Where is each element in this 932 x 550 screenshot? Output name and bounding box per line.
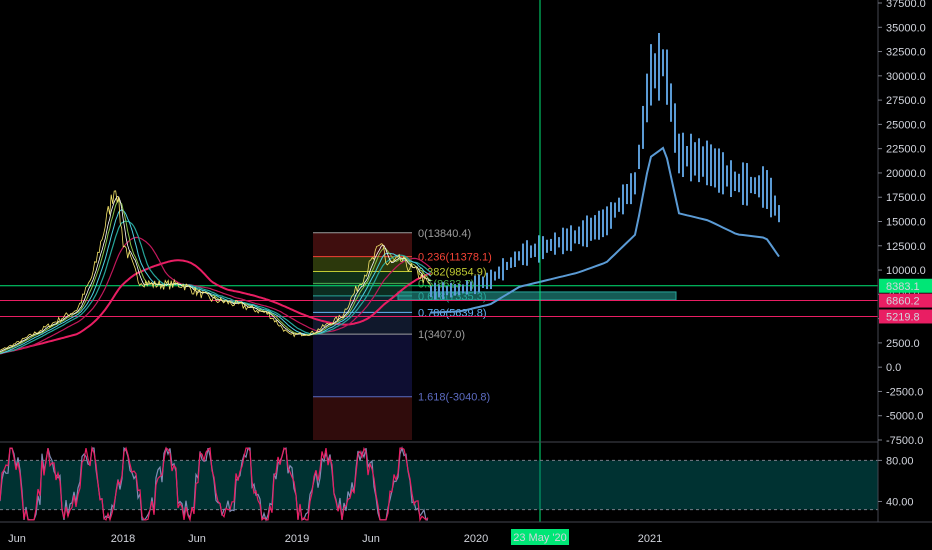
y-tick-label: 10000.0 xyxy=(886,265,926,277)
fib-level-label: 0.236(11378.1) xyxy=(418,252,492,264)
y-tick-label: 12500.0 xyxy=(886,241,926,253)
crosshair-date-label: 23 May '20 xyxy=(513,532,566,544)
oscillator-tick-label: 80.00 xyxy=(886,455,914,467)
fib-level-label: 0(13840.4) xyxy=(418,228,471,240)
y-tick-label: 32500.0 xyxy=(886,47,926,59)
price-label: 6860.2 xyxy=(886,296,920,308)
y-tick-label: 17500.0 xyxy=(886,192,926,204)
moving-average-line xyxy=(0,220,432,355)
y-tick-label: -7500.0 xyxy=(886,435,923,447)
price-label-box xyxy=(879,293,932,308)
y-tick-label: -2500.0 xyxy=(886,386,923,398)
fib-zone xyxy=(313,256,412,272)
price-series-line xyxy=(0,190,432,351)
y-tick-label: 0.0 xyxy=(886,362,901,374)
fib-zone xyxy=(313,271,412,284)
x-tick-label: 2018 xyxy=(111,533,135,545)
fib-level-label: 1(3407.0) xyxy=(418,329,465,341)
price-label-box xyxy=(879,309,932,324)
crosshair-date-box xyxy=(511,529,569,545)
x-tick-label: Jun xyxy=(8,533,26,545)
y-tick-label: 20000.0 xyxy=(886,168,926,180)
y-tick-label: 27500.0 xyxy=(886,95,926,107)
fib-level-label: 0.5(8623.7) xyxy=(418,278,474,290)
y-tick-label: 2500.0 xyxy=(886,338,920,350)
moving-average-line xyxy=(0,236,432,355)
fib-zone xyxy=(313,295,412,313)
support-band xyxy=(397,291,677,301)
y-tick-label: 22500.0 xyxy=(886,144,926,156)
y-tick-label: 25000.0 xyxy=(886,119,926,131)
y-tick-label: 35000.0 xyxy=(886,22,926,34)
price-label: 5219.8 xyxy=(886,311,920,323)
x-tick-label: 2019 xyxy=(285,533,309,545)
fib-extension-zone xyxy=(313,396,412,440)
fib-zone xyxy=(313,232,412,257)
y-tick-label: 30000.0 xyxy=(886,71,926,83)
y-tick-label: 37500.0 xyxy=(886,0,926,10)
x-tick-label: Jun xyxy=(188,533,206,545)
fib-zone xyxy=(313,283,412,296)
oscillator-k-line xyxy=(0,445,429,522)
price-label: 8383.1 xyxy=(886,281,920,293)
oscillator-band xyxy=(0,460,878,510)
fib-zone xyxy=(313,334,412,397)
oscillator-tick-label: 40.00 xyxy=(886,496,914,508)
y-tick-label: -5000.0 xyxy=(886,411,923,423)
x-tick-label: 2021 xyxy=(638,533,662,545)
fib-level-label: 1.618(-3040.8) xyxy=(418,392,490,404)
fib-level-label: 0.786(5639.8) xyxy=(418,307,487,319)
fib-zone xyxy=(313,312,412,335)
price-label-box xyxy=(879,278,932,293)
x-tick-label: 2020 xyxy=(464,533,488,545)
y-tick-label: 15000.0 xyxy=(886,217,926,229)
x-tick-label: Jun xyxy=(362,533,380,545)
moving-average-line xyxy=(0,259,432,355)
projection-line xyxy=(430,146,780,314)
fib-level-label: 0.382(9854.9) xyxy=(418,266,487,278)
